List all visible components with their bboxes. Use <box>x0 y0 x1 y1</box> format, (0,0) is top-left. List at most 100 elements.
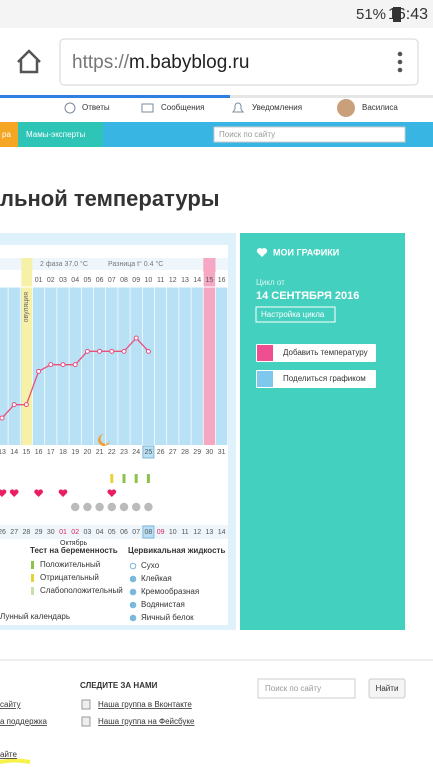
graph-area <box>0 287 228 445</box>
search-placeholder: Поиск по сайту <box>219 130 275 139</box>
page-heading: льной температуры <box>0 186 220 211</box>
nav-link[interactable]: Сообщения <box>161 103 204 112</box>
url: https://m.babyblog.ru <box>72 52 249 73</box>
cycle-day: 02 <box>47 277 55 284</box>
home-button[interactable] <box>17 49 41 74</box>
calendar-date: 13 <box>206 529 214 536</box>
legend-item: Положительный <box>40 560 100 569</box>
cycle-day: 03 <box>59 277 67 284</box>
social-icon <box>81 699 91 710</box>
footer-search-button[interactable] <box>368 678 406 699</box>
tab-label[interactable]: Мамы-эксперты <box>26 130 86 139</box>
gray-marker <box>119 502 129 512</box>
calendar-date: 26 <box>0 529 6 536</box>
date: 22 <box>108 449 116 456</box>
date: 15 <box>23 449 31 456</box>
footer-search[interactable] <box>257 678 356 699</box>
cycle-label: Цикл от <box>256 278 285 287</box>
legend-title: Тест на беременность <box>30 546 118 555</box>
heart-marker <box>9 489 19 497</box>
settings-button[interactable] <box>255 306 336 323</box>
date: 26 <box>157 449 165 456</box>
cycle-day: 10 <box>145 277 153 284</box>
footer-link[interactable]: айте <box>0 750 17 759</box>
calendar-date: 27 <box>10 529 18 536</box>
date: 13 <box>0 449 6 456</box>
test-marker <box>146 474 150 483</box>
legend-swatch <box>129 614 137 622</box>
test-marker <box>122 474 126 483</box>
cycle-day: 05 <box>84 277 92 284</box>
cycle-day: 04 <box>71 277 79 284</box>
avatar[interactable] <box>337 99 355 117</box>
date: 23 <box>120 449 128 456</box>
today-box <box>142 445 155 459</box>
panel-title: МОИ ГРАФИКИ <box>273 247 339 257</box>
legend-swatch <box>129 588 137 596</box>
date: 27 <box>169 449 177 456</box>
site-search[interactable] <box>213 126 406 143</box>
action-button[interactable] <box>256 344 376 362</box>
cycle-day: 07 <box>108 277 116 284</box>
clock: 16:43 <box>388 6 428 23</box>
pink-column <box>203 258 216 445</box>
url-field[interactable] <box>59 38 419 86</box>
cycle-day: 16 <box>218 277 226 284</box>
date: 17 <box>47 449 55 456</box>
temperature-point <box>60 362 66 368</box>
footer-link[interactable]: а поддержка <box>0 717 48 726</box>
date: 18 <box>59 449 67 456</box>
calendar-date: 04 <box>96 529 104 536</box>
calendar-date: 02 <box>71 529 79 536</box>
temperature-point <box>0 415 5 421</box>
gray-marker <box>132 502 141 512</box>
moon-icon <box>98 434 110 446</box>
cycle-day: 08 <box>120 277 128 284</box>
cycle-day: 09 <box>132 277 140 284</box>
heart-marker <box>58 489 68 497</box>
battery-icon <box>393 7 401 22</box>
action-button[interactable] <box>256 370 376 388</box>
temperature-point <box>36 368 42 374</box>
action-icon <box>257 371 273 387</box>
date: 25 <box>145 449 153 456</box>
footer-search-label: Найти <box>376 684 399 693</box>
url-scheme: https:// <box>72 52 130 73</box>
gray-marker <box>95 502 104 512</box>
date: 14 <box>10 449 18 456</box>
date: 24 <box>132 449 140 456</box>
footer-link[interactable]: Наша группа в Вконтакте <box>98 700 192 709</box>
legend-swatch <box>31 574 34 582</box>
calendar-date: 05 <box>108 529 116 536</box>
footer-link[interactable]: сайту <box>0 700 21 709</box>
nav-link[interactable]: Ответы <box>82 103 110 112</box>
gray-marker <box>107 502 117 512</box>
tab-label[interactable]: ра <box>2 130 11 139</box>
social-icon <box>81 716 91 727</box>
test-marker <box>134 474 138 483</box>
calendar-strip <box>0 525 228 539</box>
temperature-point <box>109 348 115 354</box>
calendar-date: 03 <box>84 529 92 536</box>
calendar-date: 14 <box>218 529 226 536</box>
user-name[interactable]: Василиса <box>362 103 398 112</box>
gray-marker <box>144 502 153 512</box>
legend-item: Водянистая <box>141 600 185 609</box>
battery: 51% <box>356 6 386 23</box>
heart-marker <box>0 489 7 497</box>
date: 28 <box>181 449 189 456</box>
test-marker <box>110 474 114 483</box>
cycle-day: 15 <box>206 277 214 284</box>
heart-marker <box>34 489 43 497</box>
menu-button[interactable] <box>397 51 403 73</box>
nav-link[interactable]: Уведомления <box>252 103 302 112</box>
settings-label: Настройка цикла <box>261 310 325 319</box>
action-label: Добавить температуру <box>283 348 368 357</box>
legend-swatch <box>31 587 34 595</box>
ovulation-column <box>21 258 33 445</box>
chart-header <box>0 258 228 270</box>
ovulation-label: овуляция <box>23 292 30 323</box>
footer-link[interactable]: Наша группа на Фейсбуке <box>98 717 195 726</box>
calendar-date: 28 <box>23 529 31 536</box>
